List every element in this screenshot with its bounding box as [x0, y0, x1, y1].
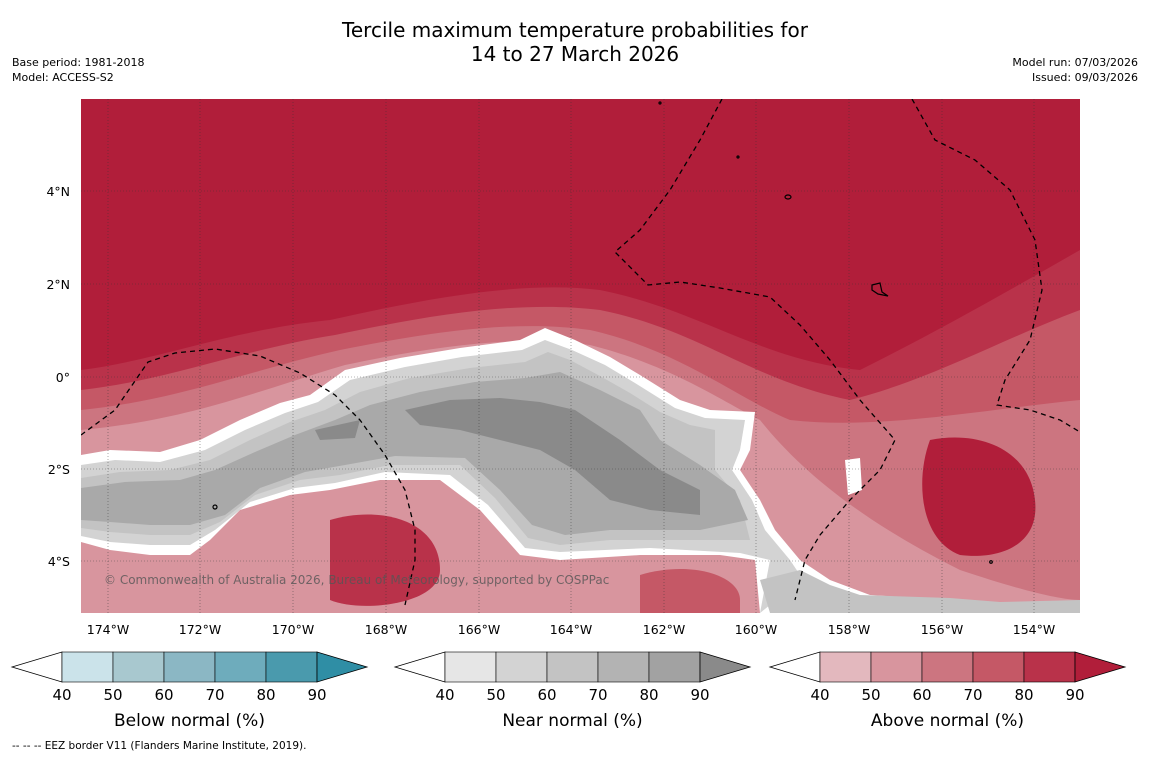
colorbar-segment: [1023, 651, 1076, 683]
colorbar-tick: 50: [103, 686, 122, 704]
colorbar-segment: [444, 651, 497, 683]
colorbar-segment: [61, 651, 114, 683]
lon-tick: 158°W: [828, 622, 870, 637]
issued-date: Issued: 09/03/2026: [1031, 71, 1138, 84]
lon-tick: 168°W: [365, 622, 407, 637]
colorbar-tick: 70: [963, 686, 982, 704]
near-normal-colorbar: 40 50 60 70 80 90 Near normal (%): [393, 651, 752, 731]
colorbar-tick: 50: [861, 686, 880, 704]
lat-tick: 4°N: [46, 184, 70, 199]
near-70-band: [81, 372, 748, 535]
island-2: [871, 282, 889, 297]
near-80-spot-west: [315, 420, 360, 440]
base-period: Base period: 1981-2018: [12, 56, 145, 69]
lon-tick: 170°W: [272, 622, 314, 637]
colorbar-tick: 60: [154, 686, 173, 704]
colorbar-label: Below normal (%): [114, 711, 265, 731]
lon-tick: 160°W: [735, 622, 777, 637]
colorbar-segment: [214, 651, 267, 683]
lon-tick: 174°W: [87, 622, 129, 637]
colorbar-tick: 40: [810, 686, 829, 704]
lat-tick: 4°S: [48, 554, 70, 569]
model-run: Model run: 07/03/2026: [1012, 56, 1138, 69]
colorbar-tick: 40: [52, 686, 71, 704]
colorbar-segment: [495, 651, 548, 683]
island-6: [989, 560, 993, 564]
meta-left: Base period: 1981-2018 Model: ACCESS-S2: [12, 55, 144, 85]
lat-tick: 0°: [56, 370, 70, 385]
colorbar-tick: 80: [256, 686, 275, 704]
island-3: [212, 504, 218, 510]
above-80-spot-south: [330, 514, 440, 606]
model-name: Model: ACCESS-S2: [12, 71, 114, 84]
colorbar-tick: 80: [639, 686, 658, 704]
white-hole-east: [845, 458, 862, 495]
colorbar-extend-high: [699, 651, 752, 683]
above-90-patch-east: [922, 437, 1036, 556]
lon-tick: 172°W: [179, 622, 221, 637]
island-1: [784, 194, 792, 200]
island-4: [736, 155, 740, 159]
lat-tick: 2°S: [48, 462, 70, 477]
colorbar-extend-low: [768, 651, 821, 683]
colorbar-label: Above normal (%): [871, 711, 1024, 731]
above-70-spot-south: [640, 569, 740, 613]
colorbars: 40 50 60 70 80 90 Below normal (%) 40 50 60 70 80 90…: [10, 651, 1127, 731]
colorbar-tick: 90: [1065, 686, 1084, 704]
colorbar-segment: [597, 651, 650, 683]
lat-ticks: 4°N 2°N 0° 2°S 4°S: [46, 184, 70, 569]
page-title: Tercile maximum temperature probabilitie…: [0, 18, 1150, 66]
lon-tick: 156°W: [921, 622, 963, 637]
colorbar-tick: 60: [537, 686, 556, 704]
colorbar-tick: 90: [690, 686, 709, 704]
colorbar-segment: [819, 651, 872, 683]
eez-borders: [81, 99, 1080, 606]
colorbar-tick: 50: [486, 686, 505, 704]
island-5: [658, 101, 662, 105]
map-panel: © Commonwealth of Australia 2026, Bureau…: [81, 99, 1080, 613]
title-line-1: Tercile maximum temperature probabilitie…: [342, 18, 808, 42]
lon-ticks: 174°W 172°W 170°W 168°W 166°W 164°W 162°…: [87, 622, 1055, 637]
colorbar-tick: 70: [588, 686, 607, 704]
colorbar-extend-low: [393, 651, 446, 683]
colorbar-tick: 80: [1014, 686, 1033, 704]
colorbar-segment: [921, 651, 974, 683]
colorbar-extend-high: [316, 651, 369, 683]
meta-right: Model run: 07/03/2026 Issued: 09/03/2026: [1012, 55, 1138, 85]
near-60-south-east: [760, 570, 1080, 613]
lon-tick: 162°W: [643, 622, 685, 637]
below-normal-colorbar: 40 50 60 70 80 90 Below normal (%): [10, 651, 369, 731]
colorbar-segment: [870, 651, 923, 683]
copyright-text: © Commonwealth of Australia 2026, Bureau…: [104, 573, 609, 587]
lon-tick: 166°W: [458, 622, 500, 637]
above-normal-colorbar: 40 50 60 70 80 90 Above normal (%): [768, 651, 1127, 731]
colorbar-tick: 90: [307, 686, 326, 704]
colorbar-segment: [972, 651, 1025, 683]
colorbar-segment: [163, 651, 216, 683]
colorbar-extend-low: [10, 651, 63, 683]
colorbar-extend-high: [1074, 651, 1127, 683]
colorbar-segment: [546, 651, 599, 683]
colorbar-label: Near normal (%): [502, 711, 642, 731]
near-80-core: [405, 398, 700, 515]
colorbar-tick: 60: [912, 686, 931, 704]
islands: [212, 101, 993, 564]
lon-tick: 164°W: [550, 622, 592, 637]
colorbar-tick: 40: [435, 686, 454, 704]
footnote: -- -- -- EEZ border V11 (Flanders Marine…: [12, 740, 307, 752]
colorbar-segment: [648, 651, 701, 683]
lon-tick: 154°W: [1013, 622, 1055, 637]
colorbar-segment: [112, 651, 165, 683]
title-line-2: 14 to 27 March 2026: [470, 42, 680, 66]
colorbar-segment: [265, 651, 318, 683]
colorbar-tick: 70: [205, 686, 224, 704]
lat-tick: 2°N: [46, 277, 70, 292]
